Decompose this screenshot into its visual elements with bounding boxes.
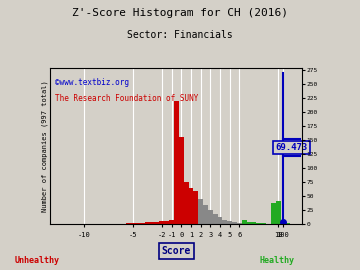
Text: Healthy: Healthy (259, 256, 294, 265)
Bar (193, 191, 198, 224)
Bar (198, 199, 203, 224)
Bar (213, 214, 217, 224)
Bar (135, 223, 140, 224)
Bar (256, 223, 261, 224)
Bar (159, 221, 164, 224)
Bar (242, 220, 247, 224)
Bar (252, 222, 256, 224)
Text: Unhealthy: Unhealthy (14, 256, 59, 265)
Bar (179, 137, 184, 224)
Bar (126, 223, 130, 224)
Bar (164, 221, 169, 224)
Bar (261, 223, 266, 224)
Y-axis label: Number of companies (997 total): Number of companies (997 total) (41, 80, 48, 212)
Bar (130, 223, 135, 224)
Bar (285, 223, 290, 224)
Bar (184, 182, 189, 224)
Text: Sector: Financials: Sector: Financials (127, 30, 233, 40)
Text: 69.473: 69.473 (276, 143, 308, 152)
Bar (237, 223, 242, 224)
Bar (276, 201, 280, 224)
Bar (154, 222, 159, 224)
Text: Z'-Score Histogram for CH (2016): Z'-Score Histogram for CH (2016) (72, 8, 288, 18)
Bar (222, 220, 227, 224)
Bar (203, 205, 208, 224)
Text: ©www.textbiz.org: ©www.textbiz.org (55, 79, 130, 87)
Bar (227, 221, 232, 224)
Bar (217, 217, 222, 224)
Text: The Research Foundation of SUNY: The Research Foundation of SUNY (55, 94, 199, 103)
Bar (232, 222, 237, 224)
Text: Score: Score (162, 246, 191, 256)
Bar (174, 101, 179, 224)
Bar (140, 223, 145, 224)
Bar (280, 222, 285, 224)
Bar (145, 222, 150, 224)
Bar (208, 210, 213, 224)
Bar (150, 222, 154, 224)
Bar (247, 222, 252, 224)
Bar (189, 188, 193, 224)
Bar (271, 203, 276, 224)
Bar (169, 220, 174, 224)
